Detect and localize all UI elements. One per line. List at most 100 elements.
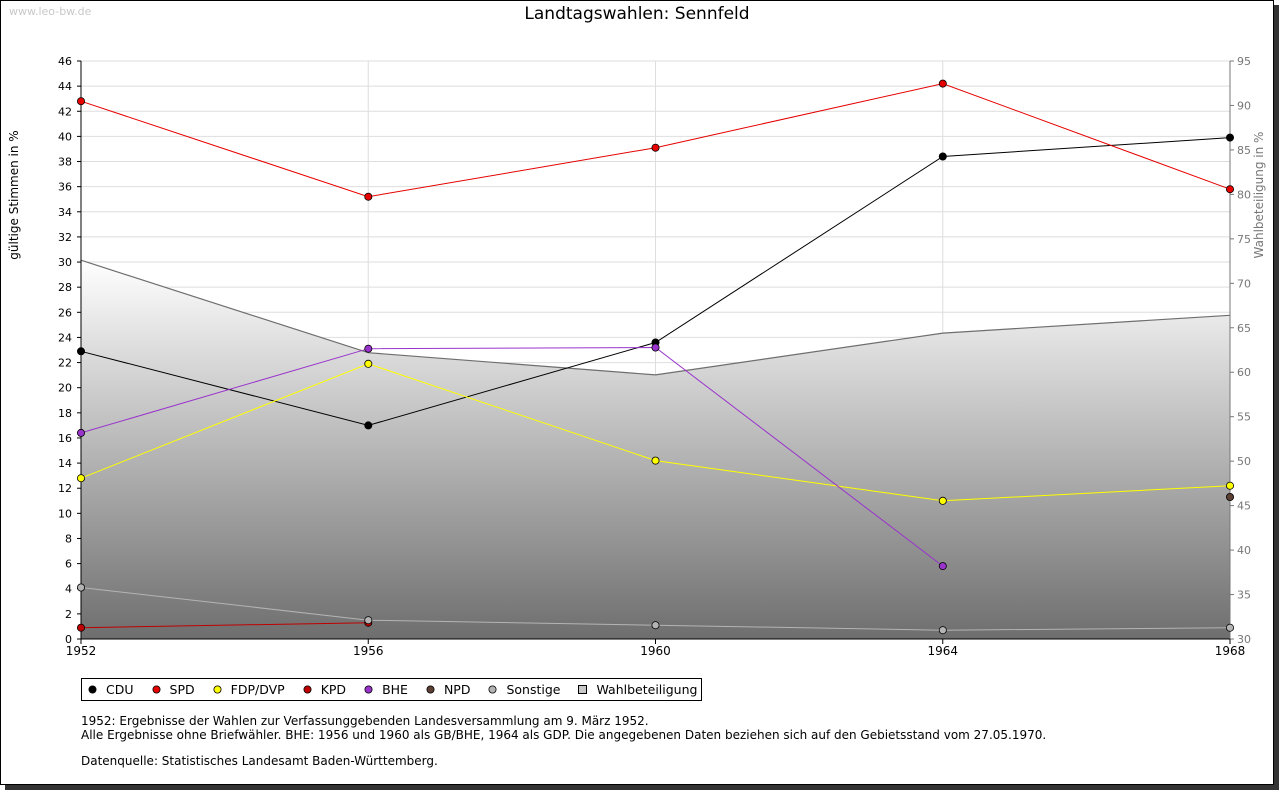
y-tick-label: 20 [58,382,72,395]
y-axis-title: gültige Stimmen in % [7,130,21,259]
data-point-sonstige [938,626,947,635]
line-chart: 0246810121416182022242628303234363840424… [7,55,1266,658]
y-tick-label: 34 [58,206,72,219]
series-points [77,79,1235,635]
x-tick-label: 1968 [1215,644,1246,658]
legend-item-npd: NPD [426,682,470,697]
y-axis-right-title: Wahlbeteiligung in % [1252,132,1266,259]
x-tick-label: 1964 [927,644,958,658]
legend-item-kpd: KPD [303,682,346,697]
data-point-cdu [1226,133,1235,142]
legend-label: Sonstige [506,682,561,697]
y-tick-label: 6 [65,558,72,571]
data-point-spd [938,79,947,88]
x-tick-label: 1960 [640,644,671,658]
x-tick-label: 1956 [353,644,384,658]
y-tick-label: 44 [58,80,72,93]
data-point-fdp-dvp [77,474,86,483]
y-tick-label: 24 [58,331,72,344]
y-tick-label: 38 [58,156,72,169]
data-point-fdp-dvp [938,496,947,505]
y-tick-label: 46 [58,55,72,68]
y-right-tick-label: 45 [1237,500,1251,513]
y-right-tick-label: 60 [1237,366,1251,379]
legend-item-sonstige: Sonstige [488,682,560,697]
y-tick-label: 30 [58,256,72,269]
y-tick-label: 26 [58,306,72,319]
note-line-1: 1952: Ergebnisse der Wahlen zur Verfassu… [81,714,649,728]
data-point-fdp-dvp [651,456,660,465]
data-point-kpd [77,623,86,632]
y-right-tick-label: 55 [1237,411,1251,424]
y-right-tick-label: 40 [1237,544,1251,557]
legend-item-wahlbeteiligung: Wahlbeteiligung [578,682,697,697]
legend-item-cdu: CDU [88,682,134,697]
data-point-cdu [77,347,86,356]
data-point-sonstige [1226,623,1235,632]
legend-marker-icon [213,685,222,694]
data-point-spd [77,97,86,106]
series-line-kpd [80,622,369,629]
legend-item-fdp-dvp: FDP/DVP [213,682,285,697]
data-point-sonstige [651,621,660,630]
y-right-tick-label: 70 [1237,277,1251,290]
y-tick-label: 36 [58,181,72,194]
y-tick-label: 42 [58,105,72,118]
y-tick-label: 32 [58,231,72,244]
y-right-tick-label: 35 [1237,589,1251,602]
legend-marker-icon [578,685,588,694]
turnout-line [80,259,1231,376]
y-tick-label: 18 [58,407,72,420]
data-point-sonstige [364,616,373,625]
legend-marker-icon [88,685,97,694]
y-tick-label: 8 [65,532,72,545]
data-point-cdu [938,152,947,161]
legend-label: KPD [320,682,347,697]
y-right-tick-label: 50 [1237,455,1251,468]
y-right-tick-label: 75 [1237,233,1251,246]
y-tick-label: 16 [58,432,72,445]
turnout-area-fill [81,260,1230,639]
y-tick-label: 40 [58,130,72,143]
legend-marker-icon [426,685,435,694]
series-lines [80,83,1231,631]
legend-marker-icon [152,685,161,694]
legend-item-bhe: BHE [364,682,408,697]
y-right-tick-label: 90 [1237,99,1251,112]
legend-label: SPD [169,682,195,697]
axis-labels: 0246810121416182022242628303234363840424… [7,55,1266,658]
legend: CDU SPD FDP/DVP KPD BHE NPD Sonstige Wahlbeteil… [81,678,703,701]
data-point-spd [651,143,660,152]
y-tick-label: 2 [65,608,72,621]
data-point-npd [1226,492,1235,501]
legend-label: CDU [106,682,134,697]
legend-label: BHE [382,682,408,697]
y-right-tick-label: 30 [1237,633,1251,646]
y-tick-label: 0 [65,633,72,646]
y-tick-label: 14 [58,457,72,470]
y-right-tick-label: 80 [1237,188,1251,201]
y-right-tick-label: 95 [1237,55,1251,68]
legend-marker-icon [488,685,497,694]
data-point-bhe [938,562,947,571]
data-point-fdp-dvp [364,359,373,368]
data-point-bhe [77,428,86,437]
y-tick-label: 10 [58,507,72,520]
turnout-area [80,259,1231,639]
watermark: www.leo-bw.de [9,5,92,18]
y-right-tick-label: 65 [1237,322,1251,335]
data-point-cdu [364,421,373,430]
legend-marker-icon [303,685,312,694]
legend-item-spd: SPD [152,682,195,697]
y-tick-label: 12 [58,482,72,495]
data-point-bhe [364,344,373,353]
y-tick-label: 4 [65,583,72,596]
chart-title: Landtagswahlen: Sennfeld [524,4,750,24]
x-tick-label: 1952 [66,644,97,658]
data-point-fdp-dvp [1226,481,1235,490]
legend-label: Wahlbeteiligung [596,682,698,697]
y-right-tick-label: 85 [1237,144,1251,157]
series-line-bhe [80,346,944,567]
source-note: Datenquelle: Statistisches Landesamt Bad… [81,754,438,768]
